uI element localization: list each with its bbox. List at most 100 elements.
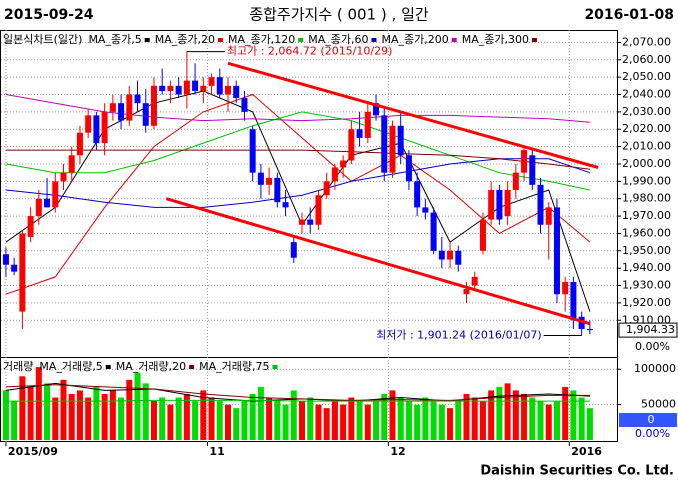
volume-bar — [479, 401, 486, 440]
candle-body — [52, 181, 59, 208]
y-tick-label: 2,030.00 — [622, 105, 671, 118]
y-tick-label: 2,050.00 — [622, 70, 671, 83]
candle-body — [200, 85, 207, 92]
candle-body — [299, 219, 306, 225]
volume-bar — [142, 383, 149, 440]
volume-bar — [463, 393, 470, 440]
volume-bar — [216, 401, 223, 440]
volume-bar — [315, 404, 322, 440]
volume-ma-line — [5, 399, 590, 402]
candle-body — [150, 85, 157, 126]
candle-body — [356, 129, 363, 138]
volume-bar — [496, 386, 503, 440]
ma-line — [5, 111, 591, 191]
candle-body — [11, 264, 18, 272]
candle-body — [373, 103, 380, 116]
y-tick-label: 1,950.00 — [622, 244, 671, 257]
candle-body — [537, 184, 544, 225]
x-tick-label: 2015/09 — [8, 445, 58, 458]
volume-last-box — [619, 413, 677, 427]
volume-bar — [521, 393, 528, 440]
volume-bar — [19, 376, 26, 440]
candle-body — [331, 167, 338, 182]
candle-body — [586, 328, 593, 331]
volume-bar — [167, 404, 174, 440]
volume-bar — [488, 390, 495, 440]
volume-ma-line — [5, 384, 590, 401]
candle-body — [397, 125, 404, 156]
y-tick-label: 2,000.00 — [622, 157, 671, 170]
legend-swatch — [189, 365, 195, 369]
volume-bar — [586, 408, 593, 440]
candle-body — [496, 190, 503, 220]
legend-swatch — [451, 38, 457, 42]
x-tick-label: 12 — [390, 445, 405, 458]
candle-body — [463, 289, 470, 295]
volume-bar — [545, 404, 552, 440]
trendline — [165, 197, 591, 326]
candle-body — [570, 282, 577, 321]
legend-swatch — [298, 38, 304, 42]
legend-entry: MA_종가,200 — [381, 33, 448, 46]
annotation: 최고가 : 2,064.72 (2015/10/29) — [227, 45, 393, 58]
candle-body — [504, 190, 511, 217]
legend-entry: MA_종가,300 — [462, 33, 529, 46]
volume-bar — [307, 397, 314, 440]
candle-body — [2, 254, 9, 265]
volume-bar — [257, 386, 264, 440]
trendline — [227, 61, 599, 169]
volume-bar — [93, 386, 100, 440]
y-tick-label: 1,940.00 — [622, 261, 671, 274]
candle-body — [447, 250, 454, 260]
candle-body — [578, 316, 585, 329]
volume-bar — [159, 397, 166, 440]
x-tick-label: 11 — [209, 445, 224, 458]
volume-bar — [60, 379, 67, 440]
legend-swatch — [531, 38, 537, 42]
volume-last: 0 — [648, 413, 655, 426]
y-tick-label: 2,040.00 — [622, 88, 671, 101]
candle-body — [134, 94, 141, 104]
candle-body — [76, 132, 83, 156]
volume-bar — [35, 367, 42, 440]
legend-entry: MA_거래량,5 — [39, 360, 102, 373]
volume-bar — [356, 401, 363, 440]
candle-body — [109, 103, 116, 112]
volume-bar — [249, 393, 256, 440]
volume-bar — [11, 401, 18, 440]
volume-bar — [241, 401, 248, 440]
volume-bar — [422, 397, 429, 440]
legend-swatch — [105, 365, 111, 369]
candle-body — [142, 103, 149, 126]
volume-bar — [52, 397, 59, 440]
candle-body — [521, 150, 528, 173]
y-tick-label: 100000 — [634, 362, 676, 375]
legend-entry: MA_종가,120 — [228, 33, 295, 46]
legend-swatch — [272, 365, 278, 369]
legend-label: 일본식차트(일간) — [3, 32, 82, 46]
candle-body — [323, 181, 330, 196]
candle-body — [44, 198, 51, 208]
volume-bar — [447, 408, 454, 440]
legend-entry: MA_거래량,75 — [199, 360, 269, 373]
annotation: 최저가 : 1,901.24 (2016/01/07) — [376, 328, 542, 341]
candle-body — [192, 80, 199, 92]
candle-body — [101, 111, 108, 144]
y-tick-label: 1,930.00 — [622, 279, 671, 292]
candle-body — [315, 195, 322, 225]
volume-bar — [562, 386, 569, 440]
price-change: 0.00% — [635, 340, 670, 353]
legend-entry: MA_종가,60 — [308, 33, 368, 46]
volume-bar — [381, 393, 388, 440]
y-tick-label: 50000 — [641, 398, 676, 411]
volume-bar — [175, 397, 182, 440]
volume-bar — [553, 401, 560, 440]
end-date: 2016-01-08 — [584, 7, 674, 23]
candle-body — [274, 177, 281, 203]
y-tick-label: 2,070.00 — [622, 35, 671, 48]
start-date: 2015-09-24 — [4, 7, 94, 23]
volume-bar — [504, 383, 511, 440]
volume-bar — [405, 401, 412, 440]
volume-bar — [192, 401, 199, 440]
